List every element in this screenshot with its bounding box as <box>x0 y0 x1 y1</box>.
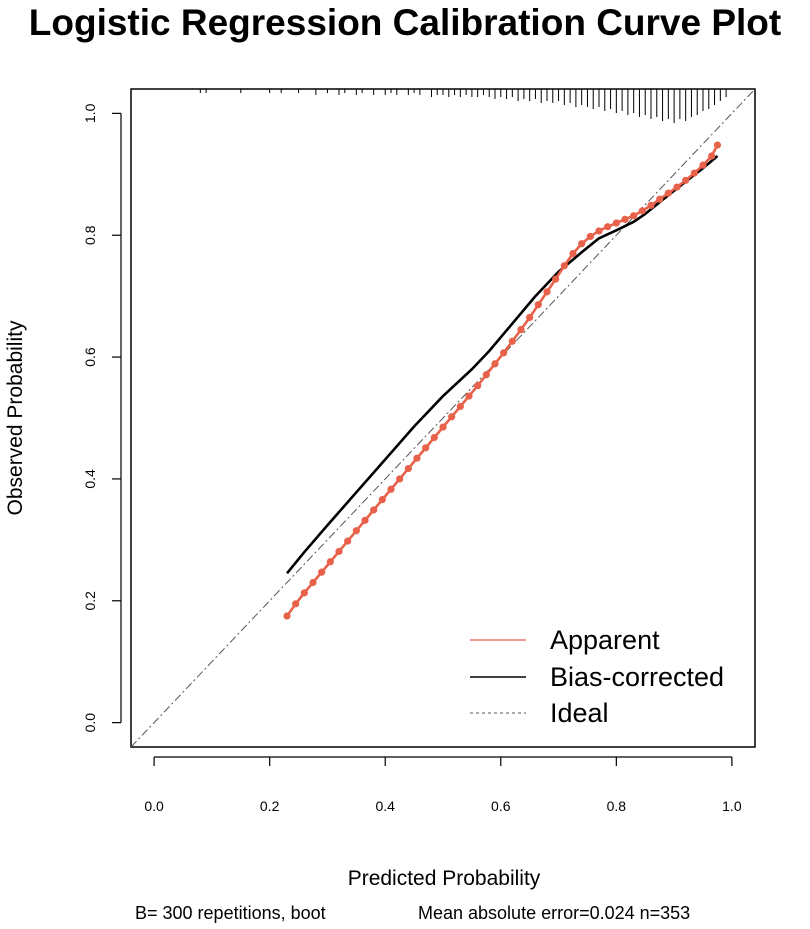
y-tick-label: 0.0 <box>82 713 98 733</box>
apparent-point <box>500 349 508 357</box>
x-tick-label: 0.6 <box>491 798 511 814</box>
x-tick-label: 0.4 <box>375 798 395 814</box>
apparent-point <box>404 464 412 473</box>
x-tick-label: 0.0 <box>144 798 164 814</box>
x-tick-label: 0.2 <box>260 798 280 814</box>
apparent-point <box>708 152 716 160</box>
apparent-point <box>612 219 620 227</box>
apparent-point <box>318 568 326 576</box>
apparent-point <box>656 195 664 203</box>
rug-marks <box>199 89 727 123</box>
apparent-point <box>517 326 525 334</box>
x-axis-title: Predicted Probability <box>348 867 541 890</box>
apparent-point <box>300 589 308 597</box>
apparent-point <box>543 288 551 296</box>
y-axis-title: Observed Probability <box>4 320 27 515</box>
apparent-point <box>344 537 352 545</box>
apparent-point <box>664 189 672 197</box>
apparent-point <box>387 485 395 493</box>
apparent-point <box>560 262 568 270</box>
apparent-point <box>621 215 629 223</box>
apparent-point <box>361 516 369 524</box>
apparent-point <box>673 183 681 191</box>
series-points <box>283 141 722 620</box>
y-tick-label: 0.6 <box>82 347 98 367</box>
series-lines <box>130 88 756 748</box>
apparent-point <box>682 176 690 184</box>
apparent-line <box>285 144 719 617</box>
apparent-point <box>335 547 343 556</box>
y-axis: 0.0 0.2 0.4 0.6 0.8 1.0 <box>82 103 122 733</box>
footer-left: B= 300 repetitions, boot <box>135 903 326 923</box>
apparent-point <box>508 337 516 345</box>
chart-title: Logistic Regression Calibration Curve Pl… <box>28 2 782 43</box>
apparent-point <box>595 227 603 235</box>
apparent-point <box>586 232 594 241</box>
legend-label-ideal: Ideal <box>550 698 609 728</box>
legend: Apparent Bias-corrected Ideal <box>470 625 724 728</box>
apparent-point <box>326 558 334 566</box>
apparent-point <box>430 433 438 442</box>
apparent-point <box>474 382 482 390</box>
y-tick-label: 0.8 <box>82 225 98 245</box>
legend-label-apparent: Apparent <box>550 625 660 655</box>
apparent-point <box>604 223 612 231</box>
legend-label-bias-corrected: Bias-corrected <box>550 662 724 692</box>
y-tick-label: 1.0 <box>82 103 98 123</box>
x-axis: 0.0 0.2 0.4 0.6 0.8 1.0 <box>144 756 742 814</box>
apparent-point <box>482 371 490 379</box>
apparent-point <box>309 578 317 587</box>
apparent-point <box>647 201 655 209</box>
apparent-point <box>413 454 421 462</box>
apparent-point <box>534 301 542 309</box>
apparent-point <box>578 240 586 248</box>
apparent-point <box>448 413 456 421</box>
apparent-point <box>396 475 404 483</box>
apparent-point <box>422 444 430 452</box>
apparent-point <box>491 360 499 368</box>
apparent-point <box>569 249 577 258</box>
apparent-point <box>638 207 646 215</box>
apparent-point <box>465 392 473 400</box>
apparent-point <box>352 527 360 535</box>
apparent-point <box>292 600 300 608</box>
y-tick-label: 0.4 <box>82 469 98 489</box>
apparent-point <box>370 506 378 514</box>
apparent-point <box>630 212 638 220</box>
bias-corrected-line <box>285 155 719 575</box>
ideal-line <box>130 88 756 748</box>
apparent-point <box>690 169 698 177</box>
apparent-point <box>526 313 534 322</box>
apparent-point <box>552 275 560 283</box>
apparent-point <box>699 161 707 169</box>
y-tick-label: 0.2 <box>82 591 98 611</box>
apparent-point <box>439 423 447 431</box>
apparent-point <box>713 141 722 149</box>
footer-right: Mean absolute error=0.024 n=353 <box>418 903 690 923</box>
x-tick-label: 1.0 <box>722 798 742 814</box>
apparent-point <box>456 402 464 411</box>
apparent-point <box>283 612 291 620</box>
x-tick-label: 0.8 <box>607 798 627 814</box>
apparent-point <box>378 496 386 504</box>
